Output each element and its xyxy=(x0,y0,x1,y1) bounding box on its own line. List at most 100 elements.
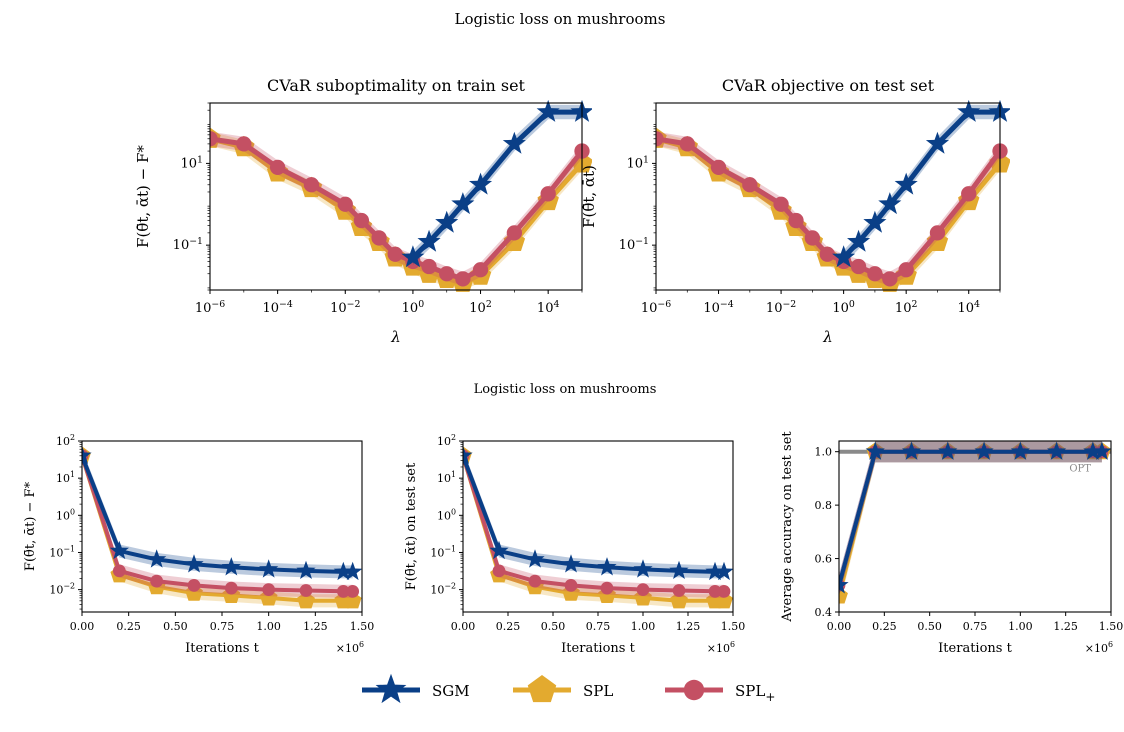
y-tick-label: 100 xyxy=(437,507,456,522)
point-SGM-0 xyxy=(463,445,473,464)
point-SPLplus-4 xyxy=(224,581,238,595)
point-SPLplus-11 xyxy=(882,271,898,287)
x-tick-label: 1.00 xyxy=(1008,620,1033,633)
legend-item-SPLplus: SPL+ xyxy=(665,679,775,704)
x-tick-label: 1.50 xyxy=(1099,620,1124,633)
point-SGM-1 xyxy=(865,441,885,460)
x-tick-label: 0.75 xyxy=(586,620,611,633)
y-tick-label: 100 xyxy=(56,507,75,522)
point-SPLplus-9 xyxy=(850,258,867,275)
line-SGM xyxy=(839,449,1102,586)
y-tick-label: 10−1 xyxy=(430,544,456,559)
x-tick-label: 102 xyxy=(895,299,918,316)
point-SPLplus-13 xyxy=(506,225,523,241)
x-tick-label: 0.00 xyxy=(827,620,852,633)
point-SPLplus-7 xyxy=(387,246,403,262)
x-tick-label: 104 xyxy=(957,299,980,316)
point-SGM-4 xyxy=(468,172,493,195)
line-SPL xyxy=(839,449,1102,597)
x-tick-label: 10−6 xyxy=(195,299,225,316)
point-SGM-7 xyxy=(1083,441,1103,460)
chart-test-objective: CVaR objective on test set 10−6 10−4 10−2 10… xyxy=(580,76,1010,346)
legend-label: SPL+ xyxy=(735,682,775,704)
point-SGM-3 xyxy=(184,554,204,573)
point-SPLplus-1 xyxy=(679,136,695,152)
point-SGM-5 xyxy=(502,131,526,154)
x-tick-label: 1.25 xyxy=(1053,620,1078,633)
point-SPLplus-3 xyxy=(564,579,578,592)
chart-iter-accuracy: OPT 0.00 0.25 0.50 0.75 1.00 1.25 1.50 0.4 0.6 0.8… xyxy=(780,431,1123,656)
x-multiplier: ×106 xyxy=(707,640,735,655)
point-SPLplus-9 xyxy=(421,258,437,275)
x-tick-label: 104 xyxy=(537,299,560,316)
point-SGM-2 xyxy=(525,549,545,568)
point-SPLplus-2 xyxy=(528,574,542,588)
band-SPLplus xyxy=(839,441,1102,596)
legend-label: SGM xyxy=(432,682,470,700)
y-axis-label: F(θ̄t, ᾱt) − F* xyxy=(23,481,38,571)
x-tick-label: 0.50 xyxy=(917,620,942,633)
x-tick-label: 10−4 xyxy=(703,299,733,316)
point-SPLplus-12 xyxy=(472,262,489,278)
point-SPLplus-6 xyxy=(371,230,387,246)
point-SGM-2 xyxy=(863,210,887,233)
point-SGM-4 xyxy=(221,557,241,576)
chart-iter-suboptimality: 0.00 0.25 0.50 0.75 1.00 1.25 1.50 10−2 10−1 100 1… xyxy=(23,433,374,656)
x-tick-label: 100 xyxy=(402,299,425,316)
point-SPL-6 xyxy=(297,591,315,609)
point-SPLplus-14 xyxy=(540,186,556,202)
point-SGM-2 xyxy=(435,210,459,233)
point-SPLplus-14 xyxy=(961,186,977,202)
legend-marker-pentagon xyxy=(527,675,557,703)
x-tick-label: 0.25 xyxy=(496,620,521,633)
point-SPLplus-0 xyxy=(210,131,218,147)
figure-title: Logistic loss on mushrooms xyxy=(455,10,666,28)
y-tick-label: 101 xyxy=(627,154,650,171)
y-tick-label: 10−1 xyxy=(619,236,649,253)
point-SPL-6 xyxy=(670,591,688,609)
point-SPLplus-3 xyxy=(742,177,758,193)
point-SPLplus-11 xyxy=(455,271,471,287)
x-tick-label: 0.00 xyxy=(70,620,95,633)
x-tick-label: 1.25 xyxy=(303,620,328,633)
point-SGM-1 xyxy=(489,540,509,560)
chart-iter-test-objective: 0.00 0.25 0.50 0.75 1.00 1.25 1.50 10−2 10−1 100 1… xyxy=(404,433,745,656)
axes-frame xyxy=(655,102,1001,291)
point-SGM-4 xyxy=(597,557,617,576)
axes-frame xyxy=(209,102,583,291)
point-SGM-3 xyxy=(451,192,475,215)
chart-title: CVaR objective on test set xyxy=(722,76,935,95)
x-tick-label: 0.50 xyxy=(541,620,566,633)
y-tick-label: 10−2 xyxy=(49,582,75,597)
point-SPLplus-5 xyxy=(353,212,370,229)
y-tick-label: 1.0 xyxy=(815,446,833,459)
x-multiplier: ×106 xyxy=(336,640,364,655)
y-axis-label: F(θ̄t, ᾱt) on test set xyxy=(404,462,419,590)
band-SGM xyxy=(82,449,353,579)
point-SPLplus-10 xyxy=(867,266,883,282)
point-SPLplus-1 xyxy=(236,136,252,152)
x-tick-label: 0.25 xyxy=(116,620,141,633)
point-SPLplus-6 xyxy=(804,230,821,246)
legend-marker-star xyxy=(375,673,407,704)
y-axis-label: Average accuracy on test set xyxy=(780,431,795,623)
point-SPLplus-3 xyxy=(303,177,320,193)
x-tick-label: 10−2 xyxy=(330,299,360,316)
point-SGM-4 xyxy=(894,172,918,195)
point-SPLplus-1 xyxy=(492,564,506,578)
x-multiplier: ×106 xyxy=(1085,640,1113,655)
point-SPLplus-6 xyxy=(672,584,686,597)
point-SPLplus-8 xyxy=(717,584,731,598)
point-SGM-0 xyxy=(839,575,849,594)
line-SPLplus xyxy=(839,449,1102,586)
point-SGM-1 xyxy=(109,540,129,560)
point-SPLplus-2 xyxy=(269,159,286,176)
point-SPLplus-1 xyxy=(112,564,126,578)
y-tick-label: 0.4 xyxy=(815,606,833,619)
x-tick-label: 0.50 xyxy=(163,620,188,633)
point-SPLplus-6 xyxy=(299,584,313,597)
point-SPLplus-13 xyxy=(929,225,946,241)
band-SGM xyxy=(839,441,1102,596)
point-SPLplus-5 xyxy=(788,212,804,229)
